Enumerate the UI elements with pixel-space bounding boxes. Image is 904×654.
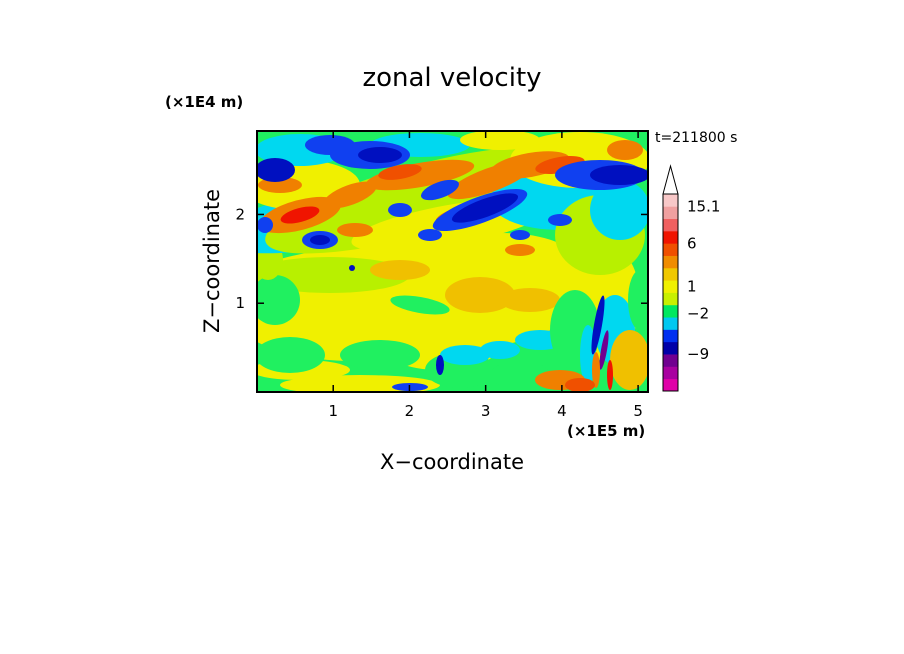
field-blob (323, 181, 377, 209)
x-unit-label: (×1E5 m) (567, 422, 645, 440)
x-axis-ticks: 1 2 3 4 5 (328, 131, 643, 420)
field-blob (628, 270, 648, 330)
colorbar-band (663, 243, 678, 256)
field-blob (340, 340, 420, 370)
x-tick-label: 4 (557, 402, 567, 420)
colorbar-band (663, 378, 678, 392)
field-blob (280, 206, 320, 224)
field-blob (257, 257, 410, 293)
field-blob (418, 229, 442, 241)
field-blob (460, 131, 540, 150)
field-blob (337, 223, 373, 237)
colorbar-arrow (662, 164, 679, 195)
colorbar-band (663, 218, 678, 232)
field-blob (505, 244, 535, 256)
field-blob (257, 158, 295, 182)
field-blob (365, 159, 475, 191)
colorbar-band (663, 280, 678, 293)
colorbar-band (663, 317, 678, 330)
colorbar-label: −9 (687, 345, 709, 363)
field-blob (421, 179, 459, 201)
field-blob (590, 165, 648, 185)
colorbar-frame (662, 193, 679, 392)
field-blob (349, 265, 355, 271)
field-blob (305, 135, 355, 155)
colorbar-band (663, 194, 678, 207)
y-tick-label: 2 (235, 205, 245, 223)
colorbar-band (663, 366, 678, 380)
chart-title: zonal velocity (362, 63, 541, 93)
colorbar-band (663, 230, 678, 244)
colorbar-band (663, 206, 678, 220)
colorbar-band (663, 292, 678, 306)
field-blob (257, 337, 325, 373)
field-blob (500, 288, 560, 312)
field-blob (257, 275, 300, 325)
field-blob (440, 345, 490, 365)
velocity-field (257, 131, 648, 392)
field-blob (591, 295, 605, 355)
field-blob (607, 360, 613, 390)
x-tick-label: 2 (405, 402, 415, 420)
field-blob (390, 295, 450, 315)
y-axis-ticks: 12 (235, 205, 648, 312)
field-blob (388, 203, 412, 217)
field-blob (599, 330, 609, 370)
y-tick-label: 1 (235, 294, 245, 312)
colorbar-band (663, 329, 678, 343)
field-blob (445, 277, 515, 313)
colorbar-band (663, 255, 678, 269)
y-unit-label: (×1E4 m) (165, 93, 243, 111)
field-blob (548, 214, 572, 226)
colorbar-label: 6 (687, 234, 697, 252)
colorbar-band (663, 354, 678, 367)
x-tick-label: 1 (328, 402, 338, 420)
colorbar-band (663, 304, 678, 318)
field-blob (590, 180, 648, 240)
field-blob (610, 330, 648, 390)
field-blob (257, 217, 273, 233)
field-blob (378, 164, 422, 180)
colorbar-label: 1 (687, 277, 697, 295)
field-blob (565, 378, 595, 392)
colorbar-label: 15.1 (687, 197, 720, 215)
field-blob (480, 341, 520, 359)
field-blob (370, 260, 430, 280)
field-blob (310, 235, 330, 245)
x-tick-label: 3 (481, 402, 491, 420)
field-blob (607, 140, 643, 160)
field-blob (430, 233, 570, 277)
x-tick-label: 5 (633, 402, 643, 420)
field-blob (436, 355, 444, 375)
time-label: t=211800 s (655, 130, 737, 146)
colorbar: 15.1 6 1 −2 −9 (662, 164, 720, 392)
plot-frame (256, 130, 649, 393)
field-blob (510, 230, 530, 240)
field-blob (451, 193, 519, 223)
field-blob (592, 352, 600, 388)
colorbar-band (663, 267, 678, 281)
y-axis-label: Z−coordinate (200, 189, 224, 333)
colorbar-band (663, 341, 678, 355)
field-blob (358, 147, 402, 163)
x-axis-label: X−coordinate (380, 450, 524, 474)
colorbar-label: −2 (687, 304, 709, 322)
field-blob (490, 361, 550, 389)
